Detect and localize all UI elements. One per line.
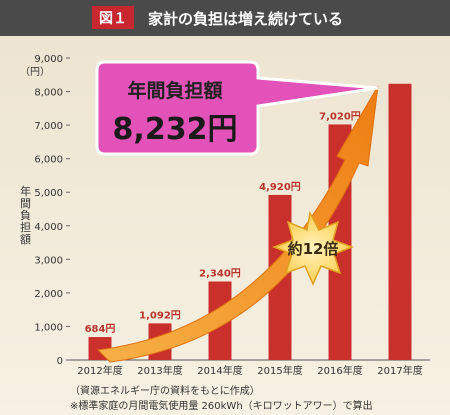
y-tick-label: 6,000	[34, 155, 63, 166]
y-tick-label: 7,000	[34, 121, 63, 132]
callout-title: 年間負担額	[127, 79, 222, 102]
data-labels: 684円 1,092円 2,340円 4,920円 7,020円	[85, 110, 361, 335]
growth-arrow	[96, 85, 379, 363]
source-note: （資源エネルギー庁の資料をもとに作成）	[70, 386, 260, 397]
y-tick-label: 2,000	[34, 289, 63, 300]
x-tick-label: 2016年度	[317, 364, 362, 377]
bar-value-label: 2,340円	[199, 267, 241, 279]
multiplier-label: 約12倍	[288, 240, 339, 258]
y-axis: 0 1,000 2,000 3,000 4,000 5,000 6,000 7,000 8,00…	[34, 54, 430, 367]
x-tick-label: 2015年度	[257, 364, 302, 377]
y-tick-label: 3,000	[34, 255, 63, 266]
header-bar	[0, 0, 450, 36]
y-tick-label: 5,000	[34, 188, 63, 199]
bar	[388, 83, 412, 361]
bar-value-label: 1,092円	[139, 309, 181, 321]
y-tick-label: 0	[57, 356, 63, 367]
y-tick-label: 9,000	[34, 54, 63, 65]
y-tick-label: 4,000	[34, 222, 63, 233]
basis-note: ※標準家庭の月間電気使用量 260kWh（キロワットアワー）で算出	[70, 401, 373, 412]
callout-box	[95, 60, 379, 156]
y-tick-label: 8,000	[34, 88, 63, 99]
figure-label-badge	[92, 6, 134, 29]
multiplier-burst	[271, 210, 355, 286]
x-tick-label: 2012年度	[77, 364, 122, 377]
callout-value: 8,232円	[113, 112, 238, 147]
x-axis: 2012年度 2013年度 2014年度 2015年度 2016年度 2017年度	[77, 364, 422, 377]
header-title: 家計の負担は増え続けている	[148, 10, 343, 28]
x-tick-label: 2017年度	[377, 364, 422, 377]
y-tick-label: 1,000	[34, 322, 63, 333]
bar-value-label: 684円	[85, 323, 116, 335]
x-tick-label: 2014年度	[197, 364, 242, 377]
figure-label: 図１	[99, 11, 127, 27]
bar-value-label: 4,920円	[259, 181, 301, 193]
bar-value-label: 7,020円	[319, 110, 361, 122]
y-axis-label: 年間負担額	[20, 184, 31, 246]
x-tick-label: 2013年度	[137, 364, 182, 377]
y-axis-unit: （円）	[20, 66, 50, 78]
